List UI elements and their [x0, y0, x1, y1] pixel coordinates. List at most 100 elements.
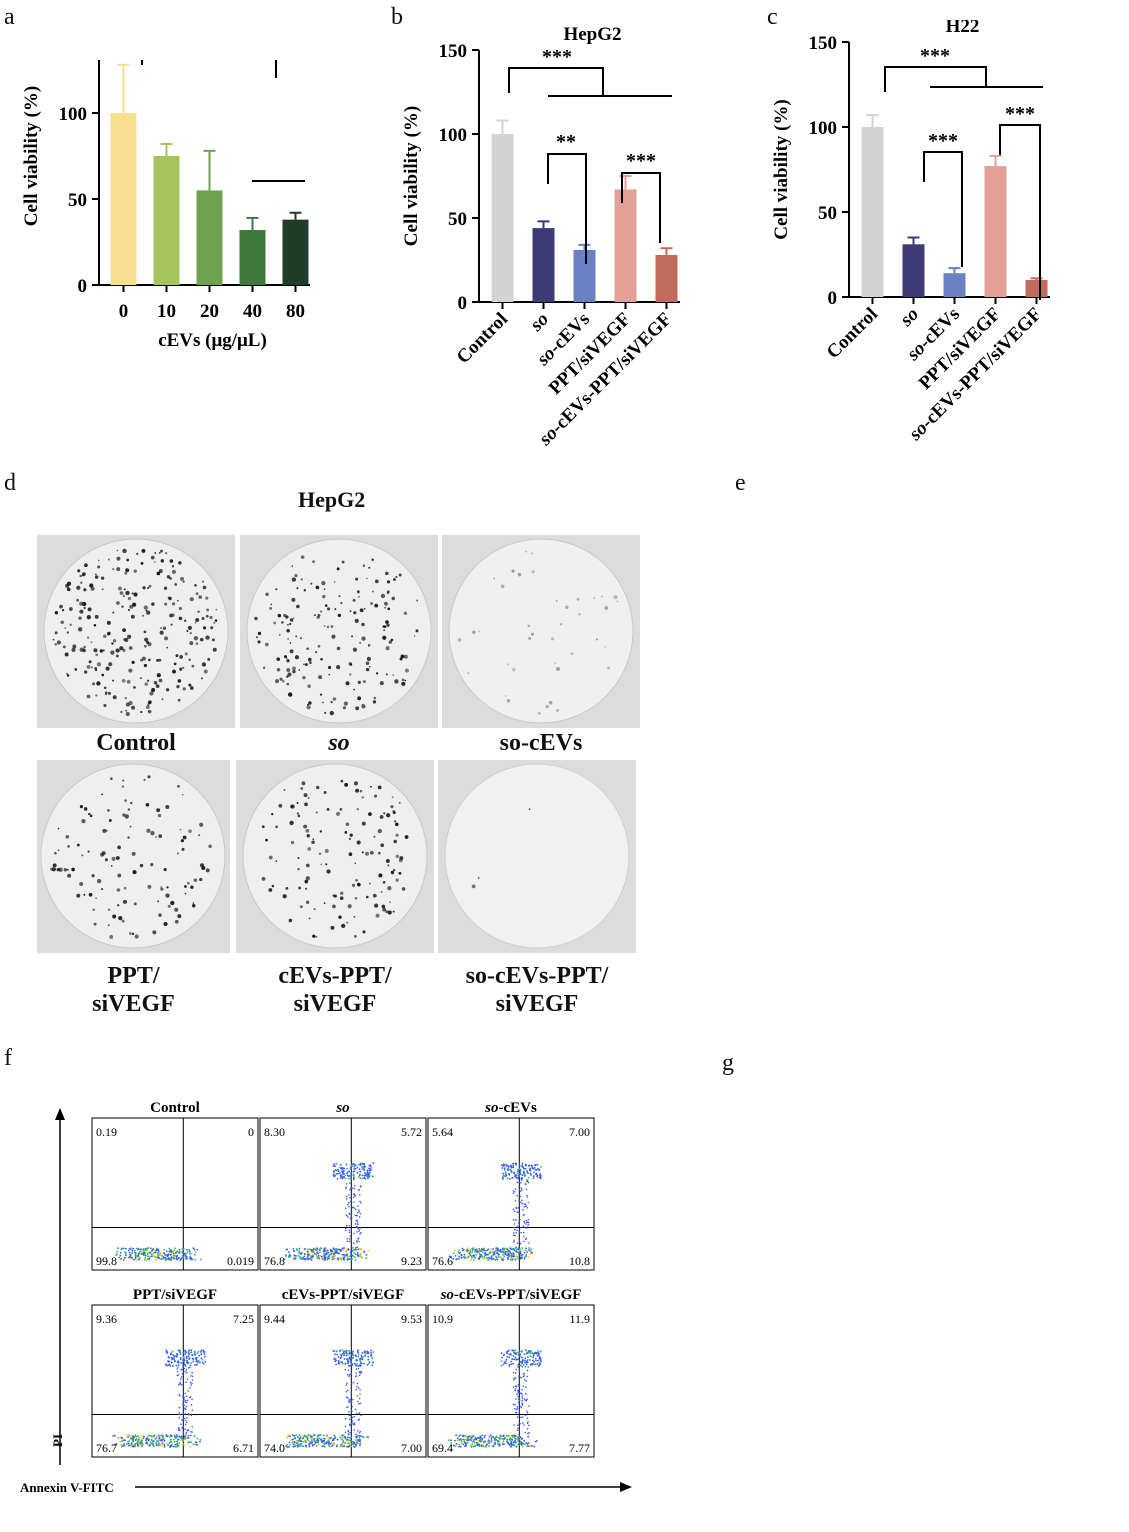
event-dot	[334, 1360, 337, 1363]
event-dot	[348, 1224, 351, 1227]
event-dot	[509, 1259, 512, 1261]
event-dot	[333, 1357, 336, 1360]
event-dot	[350, 1171, 353, 1174]
event-dot	[348, 1356, 351, 1359]
event-dot	[161, 1444, 164, 1447]
event-dot	[175, 1364, 178, 1367]
event-dot	[152, 1435, 155, 1437]
event-dot	[344, 1442, 346, 1444]
event-dot	[183, 1361, 186, 1364]
event-dot	[522, 1208, 524, 1211]
event-dot	[147, 1257, 150, 1260]
colony-dot	[357, 680, 361, 685]
event-dot	[178, 1252, 180, 1254]
event-dot	[521, 1202, 524, 1205]
event-dot	[506, 1177, 509, 1180]
event-dot	[354, 1443, 357, 1446]
event-dot	[512, 1248, 515, 1250]
event-dot	[531, 1444, 533, 1447]
colony-dot	[123, 588, 126, 591]
colony-dot	[96, 681, 101, 686]
event-dot	[186, 1359, 188, 1362]
colony-dot	[263, 666, 266, 669]
colony-dot	[122, 628, 126, 632]
event-dot	[530, 1164, 533, 1167]
event-dot	[346, 1258, 349, 1261]
event-dot	[187, 1351, 190, 1353]
colony-dot	[315, 585, 320, 590]
colony-dot	[289, 649, 294, 654]
event-dot	[347, 1436, 349, 1439]
event-dot	[521, 1403, 524, 1405]
event-dot	[347, 1374, 349, 1376]
colony-dot	[112, 914, 117, 919]
colony-label-so: so	[328, 730, 350, 756]
colony-dot	[108, 819, 112, 822]
event-dot	[521, 1416, 524, 1418]
event-dot	[357, 1238, 359, 1240]
event-dot	[360, 1365, 362, 1367]
event-dot	[299, 1437, 302, 1439]
event-dot	[359, 1393, 361, 1395]
colony-dot	[401, 887, 406, 891]
event-dot	[539, 1174, 541, 1177]
event-dot	[173, 1434, 176, 1437]
event-dot	[309, 1256, 312, 1259]
event-dot	[150, 1247, 152, 1250]
event-dot	[517, 1389, 519, 1392]
colony-dot	[188, 658, 191, 661]
flow-plot-frame	[259, 1117, 427, 1271]
event-dot	[122, 1444, 125, 1447]
event-dot	[473, 1251, 476, 1253]
event-dot	[509, 1165, 512, 1168]
event-dot	[129, 1435, 131, 1437]
event-dot	[512, 1219, 515, 1221]
colony-dot	[385, 673, 388, 676]
event-dot	[492, 1248, 494, 1250]
event-dot	[490, 1444, 493, 1447]
event-dot	[327, 1439, 330, 1442]
event-dot	[167, 1254, 170, 1257]
event-dot	[192, 1360, 195, 1363]
colony-dot	[344, 831, 348, 834]
event-dot	[356, 1435, 359, 1438]
colony-dot	[76, 893, 81, 898]
event-dot	[494, 1437, 496, 1440]
event-dot	[500, 1352, 503, 1355]
event-dot	[523, 1203, 526, 1205]
event-dot	[528, 1247, 530, 1249]
event-dot	[368, 1169, 371, 1172]
event-dot	[503, 1249, 506, 1251]
colony-dot	[319, 610, 323, 613]
colony-dot	[124, 799, 127, 802]
event-dot	[193, 1353, 196, 1356]
event-dot	[185, 1401, 188, 1404]
event-dot	[333, 1162, 336, 1165]
colony-dot	[150, 830, 155, 836]
event-dot	[120, 1444, 123, 1446]
event-dot	[352, 1162, 355, 1165]
colony-dot	[305, 887, 308, 890]
colony-dot	[174, 583, 178, 586]
colony-dot	[323, 902, 326, 904]
event-dot	[512, 1190, 515, 1192]
colony-dot	[285, 615, 289, 619]
event-dot	[509, 1439, 512, 1442]
event-dot	[359, 1200, 361, 1203]
event-dot	[358, 1357, 361, 1360]
colony-dot	[150, 555, 155, 560]
colony-dot	[556, 709, 559, 712]
event-dot	[510, 1256, 513, 1259]
event-dot	[346, 1248, 348, 1250]
event-dot	[524, 1365, 527, 1368]
colony-dot	[330, 701, 333, 704]
event-dot	[459, 1445, 462, 1448]
event-dot	[196, 1352, 199, 1355]
event-dot	[518, 1398, 521, 1400]
event-dot	[505, 1358, 508, 1361]
event-dot	[190, 1351, 193, 1354]
event-dot	[458, 1257, 460, 1260]
colony-dot	[323, 588, 326, 590]
colony-dot	[319, 693, 323, 696]
